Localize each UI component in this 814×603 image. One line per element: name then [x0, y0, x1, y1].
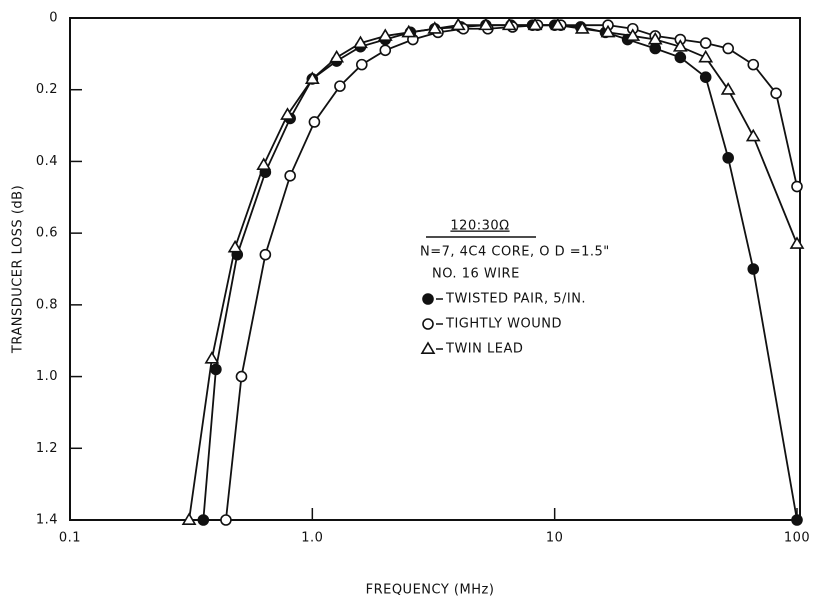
marker: [204, 351, 220, 364]
marker: [574, 21, 590, 34]
annotation: 120:30Ω: [450, 219, 509, 234]
marker: [789, 236, 805, 249]
legend-marker: [422, 293, 434, 305]
x-axis-label: FREQUENCY (MHz): [366, 583, 495, 598]
marker: [478, 17, 494, 31]
marker: [235, 370, 248, 383]
marker: [334, 80, 346, 92]
marker: [647, 31, 663, 45]
marker: [722, 42, 734, 55]
marker: [550, 17, 566, 31]
plot-frame: [69, 17, 801, 521]
y-tick-label: 0.2: [36, 82, 58, 97]
marker: [329, 49, 345, 63]
marker: [674, 51, 687, 64]
marker: [210, 363, 222, 376]
x-tick-label: 1.0: [301, 531, 323, 546]
annotation: N=7, 4C4 CORE, O D =1.5": [420, 245, 610, 260]
marker: [377, 28, 393, 41]
marker: [259, 248, 272, 261]
legend-label: TIGHTLY WOUND: [445, 317, 562, 332]
annotation: NO. 16 WIRE: [432, 267, 520, 282]
marker: [600, 24, 616, 38]
marker: [722, 152, 734, 164]
marker: [770, 87, 782, 100]
marker: [401, 24, 417, 38]
marker: [227, 239, 243, 253]
marker: [745, 128, 761, 142]
marker: [181, 512, 197, 526]
x-tick-label: 100: [784, 531, 810, 546]
y-tick-label: 1.2: [36, 441, 58, 456]
marker: [353, 35, 368, 49]
y-tick-label: 1.4: [36, 513, 58, 528]
marker: [649, 42, 662, 55]
y-tick-label: 0.6: [36, 226, 58, 241]
y-tick-label: 0.4: [36, 154, 58, 169]
legend-marker: [420, 341, 436, 355]
marker: [379, 44, 392, 57]
x-tick-label: 0.1: [59, 531, 81, 546]
marker: [747, 58, 760, 71]
legend-label: TWISTED PAIR, 5/IN.: [445, 292, 586, 307]
x-tick-label: 10: [546, 531, 564, 546]
marker: [791, 180, 803, 193]
marker: [450, 17, 466, 31]
marker: [308, 116, 321, 128]
marker: [527, 17, 543, 31]
marker: [280, 107, 295, 120]
marker: [197, 514, 210, 526]
y-tick-label: 0: [49, 11, 58, 26]
marker: [791, 514, 803, 526]
marker: [698, 49, 714, 63]
marker: [720, 82, 736, 95]
marker: [220, 514, 232, 526]
marker: [747, 263, 760, 275]
y-tick-label: 0.8: [36, 297, 58, 312]
marker: [699, 37, 712, 49]
y-tick-label: 1.0: [36, 369, 58, 384]
marker: [672, 39, 688, 52]
marker: [427, 21, 443, 34]
marker: [501, 17, 517, 31]
marker: [304, 71, 320, 84]
marker: [625, 28, 641, 41]
marker: [355, 58, 368, 71]
legend-marker: [422, 318, 434, 330]
y-axis-label: TRANSDUCER LOSS (dB): [11, 185, 26, 354]
marker: [256, 157, 272, 171]
marker: [284, 169, 296, 182]
marker: [699, 71, 712, 83]
legend-label: TWIN LEAD: [445, 342, 523, 357]
